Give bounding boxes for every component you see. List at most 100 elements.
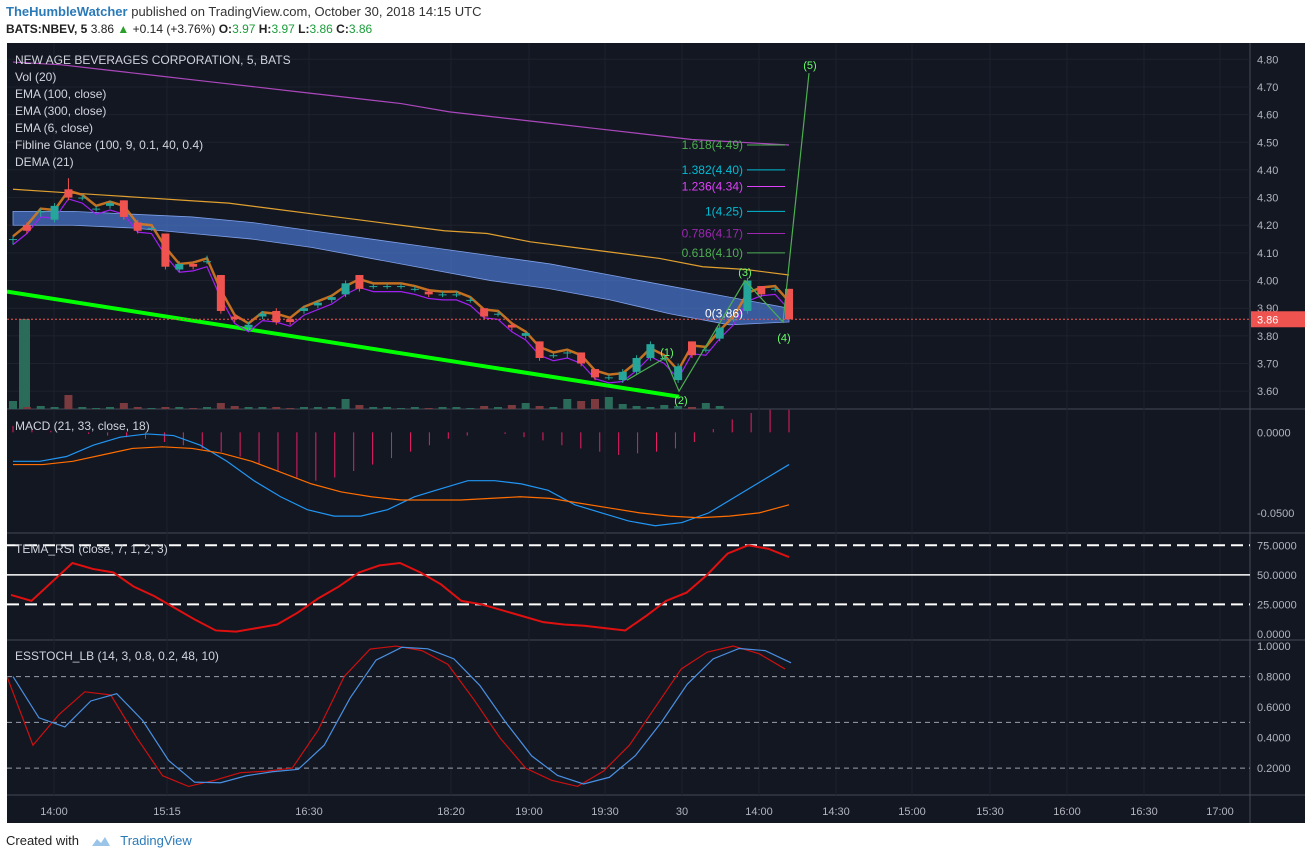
volume-bar: [64, 395, 73, 409]
candle-body: [272, 310, 281, 323]
stoch-d-line: [12, 646, 792, 785]
time-tick-label: 15:00: [898, 806, 926, 818]
chart-svg[interactable]: 14:00 15:15 16:30 18:20 19:00 19:30 30 14:00 14:…: [7, 43, 1305, 823]
high-value: 3.97: [271, 22, 295, 36]
fib-level-label: 1.618(4.49): [682, 138, 743, 152]
volume-bar: [674, 406, 683, 409]
volume-bar: [78, 407, 87, 409]
tradingview-link[interactable]: TradingView: [120, 833, 192, 848]
last-price: 3.86: [90, 22, 115, 36]
wave-label: (5): [803, 60, 816, 72]
macd-line: [13, 433, 790, 527]
volume-bar: [300, 407, 308, 409]
wave-label: (4): [777, 333, 790, 345]
candle-body: [119, 200, 128, 217]
volume-bar: [383, 407, 392, 409]
volume-bar: [715, 406, 724, 409]
volume-bar: [161, 407, 170, 409]
candle-body: [369, 286, 378, 288]
candle-body: [22, 225, 31, 231]
candle-body: [383, 286, 392, 288]
price-tick-label: 3.60: [1257, 386, 1278, 398]
legend-ema100: EMA (100, close): [15, 87, 107, 101]
candle-body: [244, 324, 253, 328]
publish-info: published on TradingView.com, October 30…: [131, 4, 482, 19]
time-tick-label: 14:00: [40, 806, 68, 818]
candle-body: [646, 344, 655, 358]
price-tick-label: 4.40: [1257, 165, 1278, 177]
close-value: 3.86: [348, 22, 373, 36]
legend-ema300: EMA (300, close): [15, 104, 107, 118]
candle-body: [313, 302, 322, 306]
price-tick-label: 4.30: [1257, 193, 1278, 205]
time-tick-label: 17:00: [1206, 806, 1234, 818]
volume-bar: [369, 407, 378, 409]
candle-body: [175, 263, 184, 270]
volume-bar: [701, 403, 710, 409]
author-link[interactable]: TheHumbleWatcher: [6, 4, 128, 19]
time-tick-label: 19:30: [591, 806, 619, 818]
price-tick-label: 4.60: [1257, 110, 1278, 122]
volume-bar: [313, 407, 322, 409]
price-tick-label: 4.10: [1257, 248, 1278, 260]
created-with: Created with: [6, 833, 79, 848]
candle-body: [480, 308, 489, 317]
stoch-tick-label: 1.0000: [1257, 641, 1291, 653]
stoch-k-line: [7, 645, 786, 788]
candle-body: [743, 280, 752, 311]
candle-body: [133, 222, 142, 231]
ema300-line: [12, 61, 790, 146]
candle-body: [618, 371, 627, 381]
chart-area[interactable]: 14:00 15:15 16:30 18:20 19:00 19:30 30 14:00 14:…: [7, 43, 1305, 823]
candle-body: [688, 341, 696, 356]
high-label: H:: [258, 22, 272, 36]
time-tick-label: 15:15: [153, 806, 181, 818]
rsi-legend: TEMA_RSI (close, 7, 1, 2, 3): [15, 542, 168, 556]
low-label: L:: [298, 22, 310, 36]
legend-vol: Vol (20): [15, 70, 57, 84]
candle-body: [147, 228, 156, 229]
volume-bar: [549, 407, 558, 409]
change-label: +0.14 (+3.76%): [132, 22, 216, 36]
candle-body: [230, 316, 239, 320]
candle-body: [604, 377, 613, 379]
rsi-tick-label: 25.0000: [1257, 599, 1297, 611]
volume-bar: [618, 404, 627, 409]
rsi-tick-label: 75.0000: [1257, 540, 1297, 552]
macd-tick-label: 0.0000: [1257, 427, 1291, 439]
time-tick-label: 14:00: [745, 806, 773, 818]
macd-signal-line: [13, 446, 790, 519]
fib-level-label: 1(4.25): [705, 204, 743, 218]
publish-header: TheHumbleWatcher published on TradingVie…: [0, 0, 1311, 42]
volume-bar: [660, 405, 669, 409]
symbol-line: BATS:NBEV, 5 3.86 ▲ +0.14 (+3.76%) O:3.9…: [6, 22, 372, 36]
publish-line: TheHumbleWatcher published on TradingVie…: [6, 4, 481, 19]
legend-fibline: Fibline Glance (100, 9, 0.1, 40, 0.4): [15, 138, 204, 152]
volume-bar: [438, 407, 447, 409]
candle-body: [438, 294, 447, 296]
candle-body: [466, 299, 475, 301]
candle-body: [632, 357, 641, 372]
open-value: 3.97: [232, 22, 256, 36]
volume-bar: [175, 407, 184, 409]
candle-body: [521, 333, 530, 336]
candle-body: [452, 294, 461, 296]
time-tick-label: 30: [676, 806, 688, 818]
open-label: O:: [218, 22, 233, 36]
wave-label: (3): [738, 267, 751, 279]
fib-level-label: 1.382(4.40): [682, 163, 743, 177]
volume-bar: [397, 408, 405, 409]
volume-bar: [189, 408, 198, 409]
candle-body: [701, 349, 710, 351]
volume-bar: [106, 407, 114, 409]
candle-body: [258, 313, 267, 317]
fibline-band: [12, 211, 790, 326]
candle-body: [674, 366, 683, 381]
volume-bar: [410, 407, 419, 409]
stoch-tick-label: 0.8000: [1257, 672, 1291, 684]
volume-bar: [50, 407, 59, 409]
legend-title: NEW AGE BEVERAGES CORPORATION, 5, BATS: [15, 53, 291, 67]
candle-body: [216, 275, 225, 311]
tradingview-logo-icon: [91, 836, 110, 846]
volume-bar: [147, 408, 156, 409]
